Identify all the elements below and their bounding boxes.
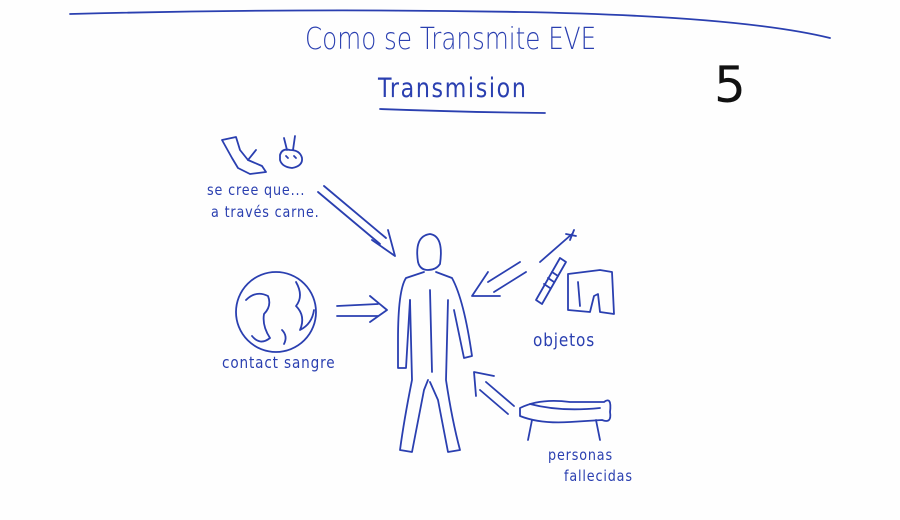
label-contact-sangre: contact sangre <box>222 353 336 372</box>
label-carne-line1: se cree que... <box>207 181 306 199</box>
label-carne-line2: a través carne. <box>211 203 320 221</box>
arrow-contact <box>336 295 388 323</box>
page-title: Como se Transmite EVE <box>305 22 597 57</box>
clothing-icon <box>567 269 615 315</box>
label-personas-line2: fallecidas <box>564 467 633 485</box>
arrow-animals <box>317 185 396 257</box>
page-number: 5 <box>714 56 746 114</box>
subtitle-underline <box>379 108 546 114</box>
arrow-personas <box>473 371 515 415</box>
person-figure <box>397 233 473 453</box>
globe-icon <box>235 271 317 353</box>
syringe-icon <box>535 229 577 305</box>
monkey-icon <box>279 135 303 169</box>
page-top-line <box>69 9 831 39</box>
bat-icon <box>221 136 267 175</box>
arrow-objetos <box>471 261 527 297</box>
label-objetos: objetos <box>533 330 596 351</box>
label-personas-line1: personas <box>548 446 613 464</box>
stretcher-icon <box>519 399 612 441</box>
section-subtitle: Transmision <box>378 73 528 104</box>
